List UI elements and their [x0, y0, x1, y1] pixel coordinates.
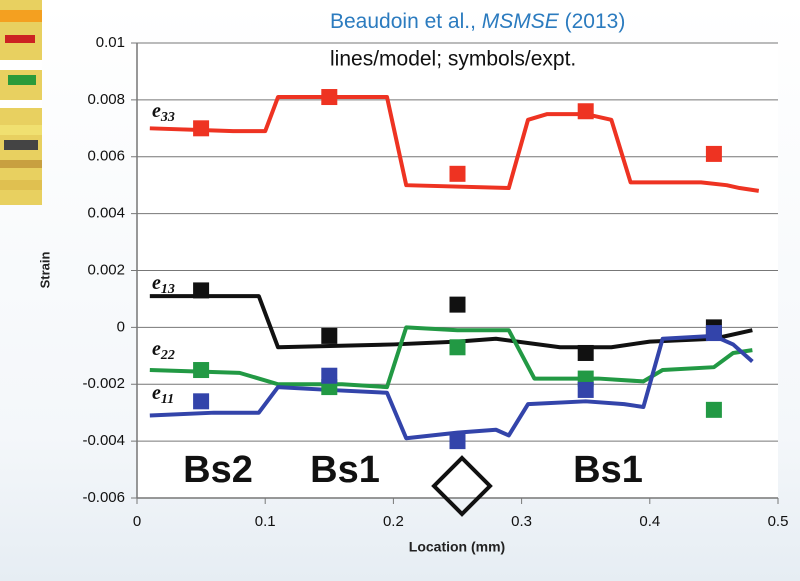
- citation-year: (2013): [559, 10, 626, 33]
- expt-point: [450, 433, 466, 449]
- region-label: Bs1: [310, 449, 380, 491]
- y-tick-label: 0.004: [87, 205, 125, 222]
- series-label-main: e: [152, 382, 161, 404]
- page: Beaudoin et al., MSMSE (2013) lines/mode…: [0, 0, 800, 581]
- x-tick-label: 0.4: [639, 513, 660, 530]
- y-tick-label: 0.006: [87, 148, 125, 165]
- x-axis-label: Location (mm): [409, 539, 505, 555]
- expt-point: [450, 339, 466, 355]
- x-tick-label: 0.5: [768, 513, 789, 530]
- x-tick-label: 0: [133, 513, 141, 530]
- series-label-main: e: [152, 338, 161, 360]
- chart: Beaudoin et al., MSMSE (2013) lines/mode…: [0, 0, 800, 581]
- series-label-main: e: [152, 100, 161, 122]
- expt-point: [578, 382, 594, 398]
- micrograph: [0, 0, 42, 205]
- y-tick-label: 0.002: [87, 261, 125, 278]
- series-label-sub: 13: [161, 282, 175, 297]
- series-label-sub: 22: [160, 348, 175, 363]
- citation: Beaudoin et al., MSMSE (2013): [330, 10, 625, 33]
- note: lines/model; symbols/expt.: [330, 48, 576, 71]
- expt-point: [450, 166, 466, 182]
- expt-point: [193, 393, 209, 409]
- y-tick-label: 0.008: [87, 91, 125, 108]
- region-label: Bs1: [573, 449, 643, 491]
- expt-point: [321, 328, 337, 344]
- y-tick-label: 0: [117, 318, 125, 335]
- expt-point: [706, 325, 722, 341]
- series-label-sub: 11: [161, 392, 174, 407]
- expt-point: [193, 282, 209, 298]
- expt-point: [193, 362, 209, 378]
- x-tick-label: 0.3: [511, 513, 532, 530]
- citation-text: Beaudoin et al.,: [330, 10, 482, 33]
- y-tick-label: 0.01: [96, 34, 125, 51]
- expt-point: [706, 146, 722, 162]
- expt-point: [321, 89, 337, 105]
- y-tick-label: -0.006: [82, 489, 125, 506]
- citation-journal: MSMSE: [482, 10, 560, 33]
- x-tick-label: 0.1: [255, 513, 276, 530]
- expt-point: [706, 402, 722, 418]
- region-label: Bs2: [183, 449, 253, 491]
- expt-point: [450, 297, 466, 313]
- y-tick-label: -0.004: [82, 432, 125, 449]
- x-tick-label: 0.2: [383, 513, 404, 530]
- expt-point: [578, 103, 594, 119]
- y-tick-label: -0.002: [82, 375, 125, 392]
- expt-point: [321, 368, 337, 384]
- expt-point: [193, 120, 209, 136]
- expt-point: [578, 345, 594, 361]
- y-axis-label: Strain: [37, 252, 52, 289]
- series-label-sub: 33: [160, 110, 175, 125]
- series-label-main: e: [152, 272, 161, 294]
